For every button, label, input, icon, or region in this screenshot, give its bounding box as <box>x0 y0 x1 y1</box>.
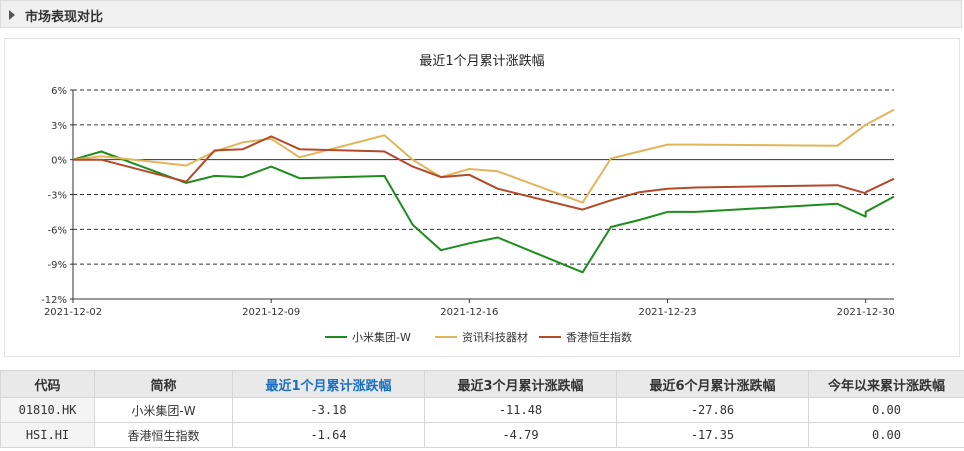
y-tick-label: 3% <box>51 121 67 132</box>
y-axis: 6% 3% 0% -3% -6% -9% -12% <box>41 86 74 306</box>
collapse-triangle-icon[interactable] <box>9 10 15 20</box>
cell-ytd: 0.00 <box>808 422 964 448</box>
x-tick-label: 2021-12-16 <box>440 307 498 318</box>
cell-name: 香港恒生指数 <box>94 422 233 448</box>
chart-container: 最近1个月累计涨跌幅 6% 3% 0% -3% -6% -9% -12% 2021-12-0… <box>4 38 960 357</box>
legend-label: 小米集团-W <box>352 330 411 344</box>
series-line-0 <box>72 150 895 274</box>
cell-6m: -17.35 <box>616 422 809 448</box>
col-header-1m[interactable]: 最近1个月累计涨跌幅 <box>232 370 425 398</box>
cell-3m: -4.79 <box>424 422 617 448</box>
cell-6m: -27.86 <box>616 397 809 423</box>
y-tick-label: -12% <box>41 295 67 306</box>
y-tick-label: -3% <box>48 191 67 202</box>
comparison-table: 代码 简称 最近1个月累计涨跌幅 最近3个月累计涨跌幅 最近6个月累计涨跌幅 今… <box>0 370 964 448</box>
col-header-3m[interactable]: 最近3个月累计涨跌幅 <box>424 370 617 398</box>
cell-ytd: 0.00 <box>808 397 964 423</box>
x-tick-label: 2021-12-30 <box>837 307 895 318</box>
cell-1m: -3.18 <box>232 397 425 423</box>
y-tick-label: -9% <box>48 260 67 271</box>
x-axis: 2021-12-02 2021-12-09 2021-12-16 2021-12-23… <box>44 298 895 318</box>
series-line-1 <box>72 108 895 204</box>
section-title: 市场表现对比 <box>25 10 104 25</box>
section-header: 市场表现对比 <box>0 0 962 28</box>
cell-code: 01810.HK <box>0 397 95 423</box>
y-tick-label: -6% <box>48 225 67 236</box>
series-line-2 <box>73 135 895 211</box>
x-tick-label: 2021-12-02 <box>44 307 102 318</box>
x-tick-label: 2021-12-09 <box>242 307 300 318</box>
cell-3m: -11.48 <box>424 397 617 423</box>
cell-1m: -1.64 <box>232 422 425 448</box>
y-tick-label: 6% <box>51 86 67 97</box>
line-chart: 最近1个月累计涨跌幅 6% 3% 0% -3% -6% -9% -12% 2021-12-0… <box>41 53 895 344</box>
col-header-ytd[interactable]: 今年以来累计涨跌幅 <box>808 370 964 398</box>
series-lines <box>72 108 895 274</box>
legend-label: 资讯科技器材 <box>462 330 528 344</box>
legend-label: 香港恒生指数 <box>566 330 632 344</box>
legend: 小米集团-W 资讯科技器材 香港恒生指数 <box>325 330 632 344</box>
y-tick-label: 0% <box>51 156 67 167</box>
col-header-code[interactable]: 代码 <box>0 370 95 398</box>
table-row: 01810.HK 小米集团-W -3.18 -11.48 -27.86 0.00 <box>0 397 964 423</box>
chart-title: 最近1个月累计涨跌幅 <box>419 53 544 69</box>
col-header-6m[interactable]: 最近6个月累计涨跌幅 <box>616 370 809 398</box>
col-header-name[interactable]: 简称 <box>94 370 233 398</box>
cell-name: 小米集团-W <box>94 397 233 423</box>
grid-lines <box>73 89 894 265</box>
cell-code: HSI.HI <box>0 422 95 448</box>
x-tick-label: 2021-12-23 <box>638 307 696 318</box>
table-row: HSI.HI 香港恒生指数 -1.64 -4.79 -17.35 0.00 <box>0 422 964 448</box>
table-header-row: 代码 简称 最近1个月累计涨跌幅 最近3个月累计涨跌幅 最近6个月累计涨跌幅 今… <box>0 370 964 398</box>
